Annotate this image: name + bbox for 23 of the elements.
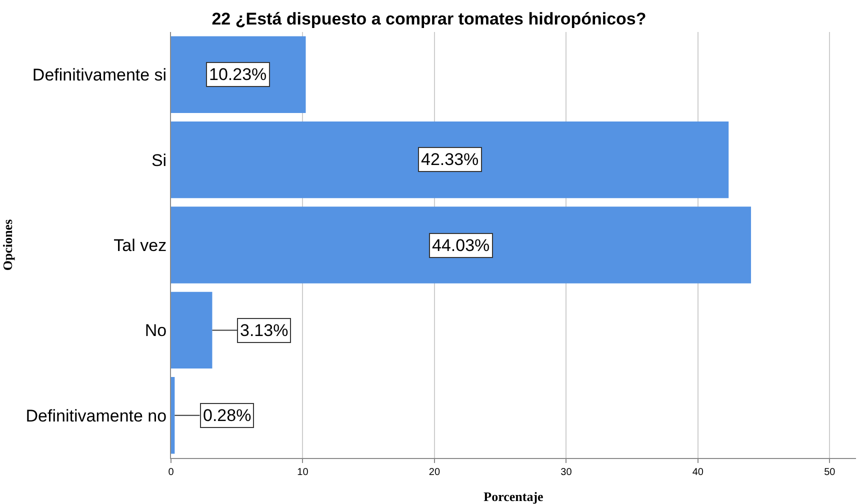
- y-axis-title: Opciones: [0, 219, 15, 271]
- x-tick-label: 10: [297, 467, 309, 478]
- bar: [171, 292, 212, 369]
- chart-title: 22 ¿Está dispuesto a comprar tomates hidropónicos?: [212, 10, 646, 28]
- x-tick-label: 0: [168, 467, 174, 478]
- data-label: 3.13%: [240, 321, 288, 340]
- x-tick-label: 20: [428, 467, 440, 478]
- y-tick-label: No: [144, 321, 167, 340]
- bar: [171, 121, 729, 198]
- x-tick-label: 30: [560, 467, 572, 478]
- bar: [171, 377, 175, 454]
- y-tick-label: Tal vez: [114, 236, 167, 255]
- data-label: 44.03%: [432, 236, 490, 255]
- y-tick-label: Si: [151, 150, 167, 170]
- x-tick-label: 50: [824, 467, 836, 478]
- y-tick-label: Definitivamente no: [26, 406, 167, 426]
- data-label: 42.33%: [421, 150, 479, 169]
- data-label: 10.23%: [209, 65, 267, 84]
- data-label: 0.28%: [203, 406, 252, 425]
- x-axis-title: Porcentaje: [484, 489, 544, 504]
- bar: [171, 206, 752, 284]
- x-tick-label: 40: [692, 467, 704, 478]
- y-tick-label: Definitivamente si: [32, 66, 167, 85]
